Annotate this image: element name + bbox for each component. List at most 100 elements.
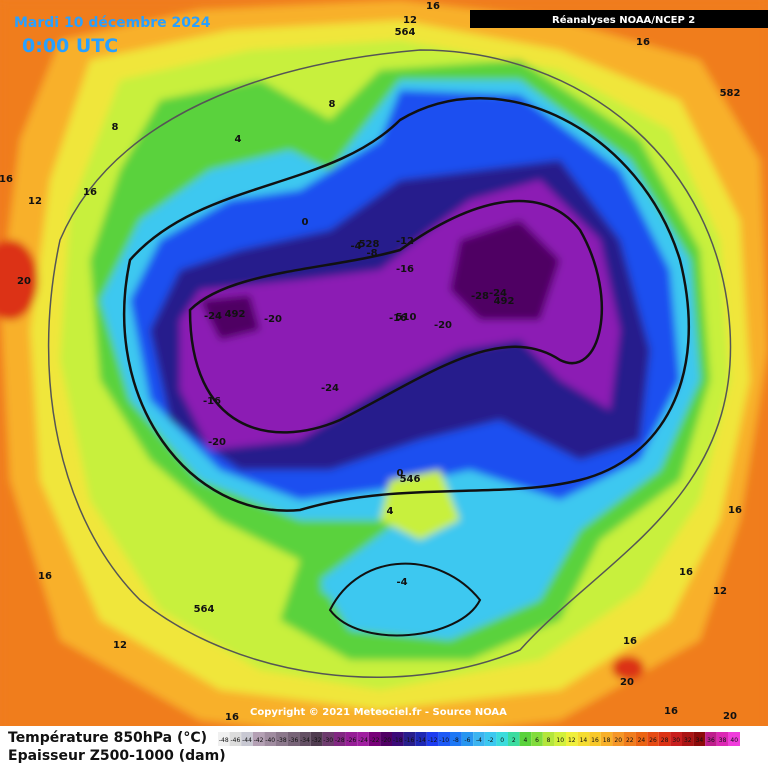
colorbar-cell: [415, 732, 427, 746]
contour-label: -4: [350, 241, 361, 252]
colorbar-cell: [670, 732, 682, 746]
colorbar-label: 30: [672, 737, 680, 744]
colorbar-cell: [531, 732, 543, 746]
contour-label: 16: [679, 567, 693, 578]
colorbar-cell: [310, 732, 323, 746]
contour-label: 564: [395, 27, 416, 38]
colorbar-cell: [519, 732, 532, 746]
colorbar-label: -42: [254, 737, 264, 744]
contour-label: 20: [17, 276, 31, 287]
colorbar-cell: [322, 732, 334, 746]
colorbar-label: 14: [580, 737, 588, 744]
colorbar-label: -38: [277, 737, 287, 744]
colorbar-cell: [218, 732, 230, 746]
colorbar-label: -22: [370, 737, 380, 744]
colorbar-label: 24: [638, 737, 646, 744]
colorbar-label: -46: [230, 737, 240, 744]
colorbar-cell: [438, 732, 450, 746]
contour-label: 4: [387, 506, 394, 517]
colorbar-label: -28: [335, 737, 345, 744]
contour-label: 20: [620, 677, 634, 688]
contour-label: -16: [389, 313, 407, 324]
colorbar-cell: [566, 732, 578, 746]
contour-label: 16: [728, 505, 742, 516]
colorbar-label: 22: [626, 737, 634, 744]
colorbar-label: -44: [242, 737, 252, 744]
colorbar-label: -20: [381, 737, 391, 744]
colorbar-cell: [450, 732, 462, 746]
contour-label: -12: [396, 236, 414, 247]
contour-label: -24: [489, 288, 507, 299]
contour-label: 0: [397, 468, 404, 479]
colorbar-label: 4: [523, 737, 527, 744]
time: 0:00 UTC: [22, 35, 118, 57]
colorbar-label: 12: [568, 737, 576, 744]
contour-label: 492: [225, 309, 246, 320]
colorbar-label: 34: [696, 737, 704, 744]
colorbar-cell: [276, 732, 288, 746]
colorbar-label: -36: [288, 737, 298, 744]
colorbar-cell: [380, 732, 392, 746]
legend-title: Température 850hPa (°C): [8, 730, 207, 746]
colorbar-cell: [705, 732, 717, 746]
contour-label: 16: [83, 187, 97, 198]
contour-label: 16: [0, 174, 13, 185]
contour-label: -20: [434, 320, 452, 331]
colorbar-cell: [241, 732, 253, 746]
contour-labels: 1612564165828841616120-4528-8-12-1620-28…: [0, 1, 742, 723]
colorbar-cell: [647, 732, 659, 746]
contours: [47, 49, 732, 678]
colorbar-cell: [229, 732, 242, 746]
colorbar-label: -6: [464, 737, 470, 744]
colorbar-label: -2: [488, 737, 494, 744]
colorbar-cell: [682, 732, 694, 746]
colorbar-cell: [716, 732, 729, 746]
colorbar-cell: [392, 732, 404, 746]
colorbar-cell: [403, 732, 416, 746]
colorbar-cell: [554, 732, 566, 746]
colorbar-cell: [542, 732, 555, 746]
colorbar-cell: [508, 732, 520, 746]
colorbar-cell: [484, 732, 497, 746]
colorbar-cell: [252, 732, 265, 746]
contour-label: 0: [302, 217, 309, 228]
contour-label: -16: [396, 264, 414, 275]
colorbar-cell: [461, 732, 474, 746]
contour-label: 16: [636, 37, 650, 48]
colorbar-cell: [635, 732, 648, 746]
colorbar-label: 8: [547, 737, 551, 744]
contour-label: -24: [321, 383, 339, 394]
colorbar-label: 2: [512, 737, 516, 744]
colorbar-cell: [600, 732, 613, 746]
colorbar-cell: [612, 732, 624, 746]
colorbar-label: 32: [684, 737, 692, 744]
contour-label: 8: [329, 99, 336, 110]
colorbar-cell: [496, 732, 508, 746]
contour-label: 8: [112, 122, 119, 133]
colorbar-cell: [287, 732, 300, 746]
colorbar-label: 6: [535, 737, 539, 744]
contour-label: 16: [225, 712, 239, 723]
source-badge-bg: [470, 10, 768, 28]
colorbar-label: 10: [556, 737, 564, 744]
colorbar-label: 26: [649, 737, 657, 744]
colorbar-cell: [577, 732, 590, 746]
colorbar-label: 16: [591, 737, 599, 744]
colorbar-label: 0: [500, 737, 504, 744]
colorbar-label: 36: [707, 737, 715, 744]
colorbar-label: -40: [265, 737, 275, 744]
colorbar-cell: [693, 732, 706, 746]
contour-label: 546: [400, 474, 421, 485]
contour-label: 16: [38, 571, 52, 582]
colorbar-label: -10: [439, 737, 449, 744]
colorbar-label: -16: [404, 737, 414, 744]
colorbar-label: -4: [476, 737, 482, 744]
contour-label: -28: [471, 291, 489, 302]
colorbar-cell: [299, 732, 311, 746]
colorbar-label: -34: [300, 737, 310, 744]
colorbar: -48 -46 -44 -42 -40 -38 -36 -34 -32 -30 -28 -26 -24-…: [218, 732, 740, 746]
colorbar-label: -30: [323, 737, 333, 744]
contour-label: 4: [235, 134, 242, 145]
colorbar-label: -18: [393, 737, 403, 744]
contour-label: -20: [264, 314, 282, 325]
